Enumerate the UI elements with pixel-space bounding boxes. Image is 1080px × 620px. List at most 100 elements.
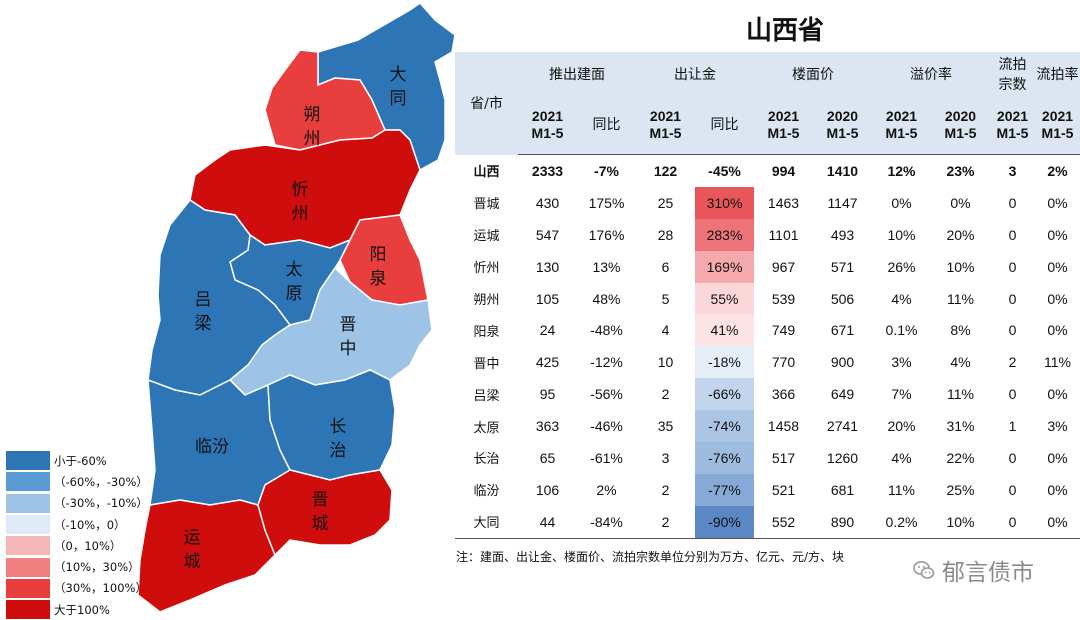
- legend-item: （-10%，0）: [6, 514, 166, 535]
- table-cell: 430: [535, 194, 560, 211]
- table-cell: 23%: [946, 162, 975, 179]
- row-header-label: 省/市: [455, 52, 518, 155]
- label-taiyuan: 太原: [286, 260, 303, 304]
- table-header-groups: 省/市 推出建面 出让金 楼面价 溢价率 流拍 宗数 流拍率: [455, 52, 1080, 155]
- table-cell: 25%: [946, 481, 975, 498]
- legend-label: （-10%，0）: [54, 517, 126, 532]
- city-row: 太原 363 -46% 35 -74% 1458 2741 20% 31% 1 3%: [455, 410, 1080, 443]
- row-name: 太原: [473, 420, 500, 436]
- table-cell: 11%: [947, 290, 974, 307]
- subheader: 2021 M1-5: [636, 96, 695, 155]
- legend-label: （30%，100%）: [54, 581, 147, 596]
- table-cell: 65: [539, 449, 556, 466]
- subheader: 同比: [577, 96, 636, 155]
- legend-item: （30%，100%）: [6, 578, 166, 599]
- table-cell: -61%: [590, 449, 623, 466]
- legend-label: 大于100%: [54, 602, 110, 617]
- table-cell: 890: [813, 505, 872, 539]
- table-cell: 425: [535, 354, 560, 371]
- table-cell: 552: [754, 505, 813, 539]
- units-note: 注：建面、出让金、楼面价、流拍宗数单位分别为万方、亿元、元/方、块: [456, 550, 845, 564]
- watermark: 郁言债市: [912, 553, 1034, 587]
- city-row: 长治 65 -61% 3 -76% 517 1260 4% 22% 0 0%: [455, 442, 1080, 474]
- row-name: 山西: [473, 165, 500, 181]
- legend-label: （-60%，-30%）: [54, 474, 148, 489]
- table-cell: 0: [1008, 290, 1017, 307]
- table-cell: 0%: [1035, 505, 1080, 539]
- subheader: 2021 M1-5: [518, 96, 577, 155]
- table-cell: 0%: [1047, 386, 1068, 403]
- table-cell: 493: [830, 226, 855, 243]
- group-header: 溢价率: [872, 52, 990, 96]
- table-cell: -48%: [590, 322, 623, 339]
- row-name: 朔州: [473, 293, 500, 308]
- table-cell: 506: [830, 290, 855, 307]
- table-cell: 1101: [768, 226, 799, 243]
- legend-item: （0，10%）: [6, 535, 166, 556]
- wechat-icon: [913, 561, 935, 579]
- table-cell: 681: [830, 481, 855, 498]
- table-cell: 4%: [891, 449, 912, 466]
- label-changzhi: 长治: [330, 417, 347, 461]
- table-cell: -7%: [594, 162, 619, 179]
- table-cell: 283%: [695, 218, 754, 251]
- group-header: 出让金: [636, 52, 754, 96]
- table-cell: -76%: [695, 442, 754, 474]
- table-cell: 11%: [1044, 354, 1071, 371]
- legend-label: （-30%，-10%）: [54, 496, 148, 511]
- map-labels: 大同 朔州 忻州 阳泉 太原 吕梁 晋中 临汾 长治 运城 晋城: [184, 65, 407, 572]
- table-cell: 176%: [588, 226, 625, 243]
- subheader: 2021 M1-5: [1035, 96, 1080, 155]
- legend-item: （10%，30%）: [6, 556, 166, 577]
- table-cell: 25: [657, 194, 674, 211]
- table-cell: 3: [661, 449, 670, 466]
- legend-item: 小于-60%: [6, 450, 166, 471]
- table-cell: 2%: [596, 481, 617, 498]
- table-cell: 0%: [950, 194, 971, 211]
- table-cell: 310%: [695, 186, 754, 219]
- table-cell: 0: [1008, 449, 1017, 466]
- table-cell: 0: [1008, 322, 1017, 339]
- table-cell: 994: [771, 162, 796, 179]
- table-cell: 1458: [767, 418, 800, 435]
- table-cell: 0: [1008, 258, 1017, 275]
- legend-swatch: [6, 451, 50, 471]
- row-name: 临汾: [473, 484, 500, 500]
- table-cell: 2333: [531, 162, 564, 179]
- chart-title: 山西省: [745, 16, 824, 46]
- city-row: 晋中 425 -12% 10 -18% 770 900 3% 4% 2 11%: [455, 346, 1080, 379]
- table-cell: -84%: [577, 505, 636, 539]
- map-legend: 小于-60% （-60%，-30%） （-30%，-10%） （-10%，0） …: [6, 450, 166, 620]
- legend-item: （-60%，-30%）: [6, 471, 166, 492]
- table-cell: 0%: [1047, 449, 1068, 466]
- region-yuncheng[interactable]: [137, 499, 276, 613]
- table-cell: 0%: [891, 194, 912, 211]
- region-changzhi[interactable]: [267, 369, 396, 481]
- table-cell: 0%: [1047, 322, 1068, 339]
- legend-swatch: [6, 472, 50, 492]
- subheader: 同比: [695, 96, 754, 155]
- table-cell: 8%: [950, 322, 971, 339]
- label-jinzhong: 晋中: [340, 315, 357, 359]
- table-cell: -12%: [590, 354, 623, 371]
- subheader: 2020 M1-5: [931, 96, 990, 155]
- table-cell: 105: [535, 290, 560, 307]
- table-cell: 95: [539, 386, 556, 403]
- table-cell: 2: [636, 505, 695, 539]
- city-row: 晋城 430 175% 25 310% 1463 1147 0% 0% 0 0%: [455, 186, 1080, 219]
- row-name: 晋城: [473, 197, 500, 213]
- watermark-text: 郁言债市: [942, 560, 1034, 586]
- legend-swatch: [6, 600, 50, 620]
- region-jincheng[interactable]: [257, 469, 393, 557]
- table-cell: 0: [990, 505, 1035, 539]
- legend-swatch: [6, 557, 50, 577]
- table-cell: -46%: [590, 418, 623, 435]
- table-cell: 10%: [931, 505, 990, 539]
- label-xinzhou: 忻州: [292, 180, 309, 224]
- legend-swatch: [6, 515, 50, 535]
- table-cell: 12%: [887, 162, 916, 179]
- group-header: 推出建面: [518, 52, 636, 96]
- table-cell: 521: [771, 481, 796, 498]
- table-cell: 0%: [1047, 258, 1068, 275]
- table-cell: 6: [661, 258, 670, 275]
